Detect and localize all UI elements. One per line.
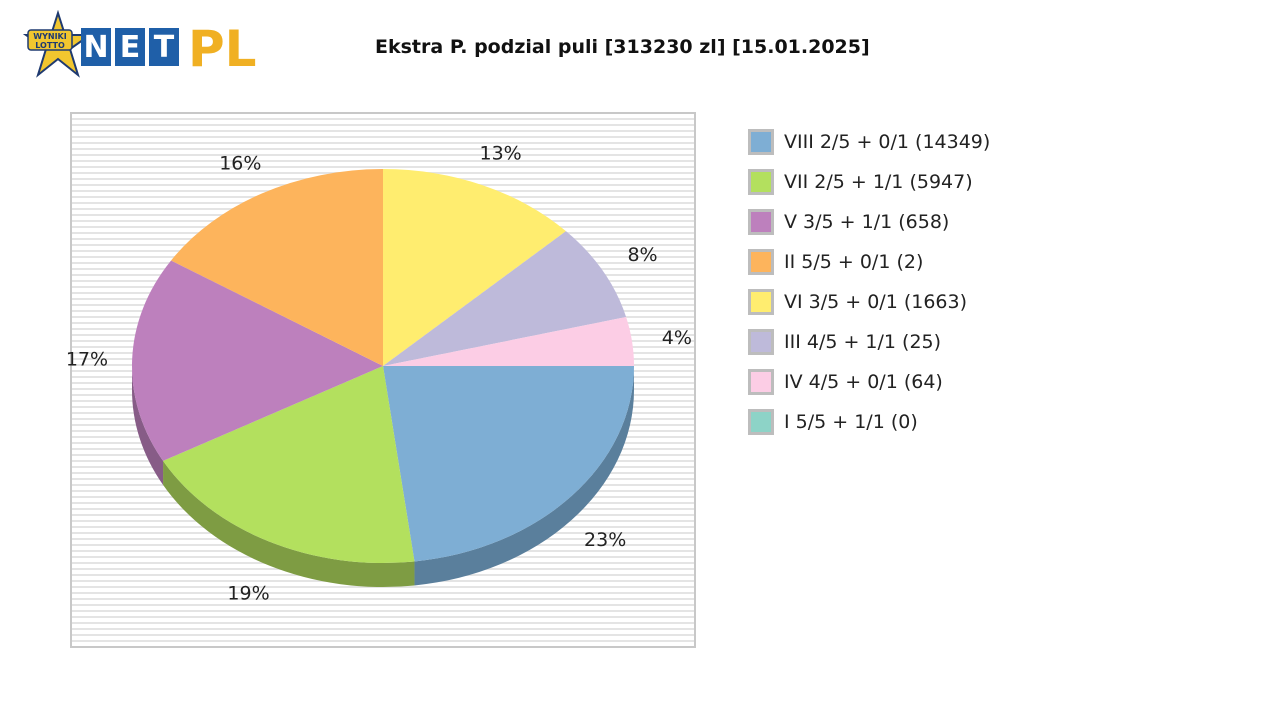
pie-slice-3 bbox=[171, 169, 383, 366]
logo-letter-n: N bbox=[83, 30, 108, 65]
pie-slice-side-0 bbox=[414, 366, 634, 586]
legend-swatch-6 bbox=[748, 369, 774, 395]
pie-percent-label-3: 16% bbox=[219, 152, 261, 174]
legend-swatch-5 bbox=[748, 329, 774, 355]
legend-item-4: VI 3/5 + 0/1 (1663) bbox=[748, 282, 990, 322]
pie-slice-group bbox=[131, 169, 634, 564]
pie-percent-label-1: 19% bbox=[227, 582, 269, 604]
legend-swatch-3 bbox=[748, 249, 774, 275]
legend-label-5: III 4/5 + 1/1 (25) bbox=[784, 331, 942, 353]
pie-percent-label-4: 13% bbox=[480, 143, 522, 165]
legend-swatch-4 bbox=[748, 289, 774, 315]
legend-label-2: V 3/5 + 1/1 (658) bbox=[784, 211, 950, 233]
pie-slice-5 bbox=[383, 231, 627, 366]
logo-suffix: PL bbox=[188, 20, 257, 78]
logo-tiles: N E T bbox=[81, 28, 179, 66]
logo-badge-line1: WYNIKI bbox=[33, 32, 66, 41]
legend-label-0: VIII 2/5 + 0/1 (14349) bbox=[784, 131, 991, 153]
pie-slice-2 bbox=[131, 260, 383, 461]
legend-item-2: V 3/5 + 1/1 (658) bbox=[748, 202, 990, 242]
pie-percent-label-5: 8% bbox=[627, 244, 657, 266]
legend-label-1: VII 2/5 + 1/1 (5947) bbox=[784, 171, 973, 193]
pie-label-group: 23% 19% 17% 16% 13% 8% 4% bbox=[66, 143, 692, 605]
pie-slice-side-1 bbox=[163, 460, 415, 587]
logo-letter-e: E bbox=[120, 30, 141, 65]
legend-swatch-7 bbox=[748, 409, 774, 435]
pie-side-group bbox=[132, 366, 634, 587]
legend-label-7: I 5/5 + 1/1 (0) bbox=[784, 411, 918, 433]
legend-label-4: VI 3/5 + 0/1 (1663) bbox=[784, 291, 968, 313]
pie-slice-1 bbox=[163, 366, 415, 564]
legend-label-3: II 5/5 + 0/1 (2) bbox=[784, 251, 924, 273]
legend: VIII 2/5 + 0/1 (14349) VII 2/5 + 1/1 (594… bbox=[748, 122, 990, 442]
legend-item-1: VII 2/5 + 1/1 (5947) bbox=[748, 162, 990, 202]
legend-item-6: IV 4/5 + 0/1 (64) bbox=[748, 362, 990, 402]
pie-slice-4 bbox=[383, 169, 566, 366]
pie-percent-label-0: 23% bbox=[584, 529, 626, 551]
legend-swatch-2 bbox=[748, 209, 774, 235]
pie-percent-label-6: 4% bbox=[662, 327, 692, 349]
legend-item-0: VIII 2/5 + 0/1 (14349) bbox=[748, 122, 990, 162]
logo-letter-t: T bbox=[154, 30, 175, 65]
chart-title: Ekstra P. podzial puli [313230 zl] [15.0… bbox=[375, 36, 870, 58]
legend-swatch-0 bbox=[748, 129, 774, 155]
netpl-logo: WYNIKI LOTTO N E T PL bbox=[22, 10, 257, 78]
legend-label-6: IV 4/5 + 0/1 (64) bbox=[784, 371, 943, 393]
pie-slice-6 bbox=[383, 317, 634, 366]
pie-percent-label-2: 17% bbox=[66, 349, 108, 371]
legend-item-5: III 4/5 + 1/1 (25) bbox=[748, 322, 990, 362]
pie-slice-side-2 bbox=[132, 366, 164, 485]
pie-slice-0 bbox=[383, 366, 634, 562]
legend-swatch-1 bbox=[748, 169, 774, 195]
legend-item-7: I 5/5 + 1/1 (0) bbox=[748, 402, 990, 442]
logo-badge-line2: LOTTO bbox=[35, 41, 65, 50]
legend-item-3: II 5/5 + 0/1 (2) bbox=[748, 242, 990, 282]
